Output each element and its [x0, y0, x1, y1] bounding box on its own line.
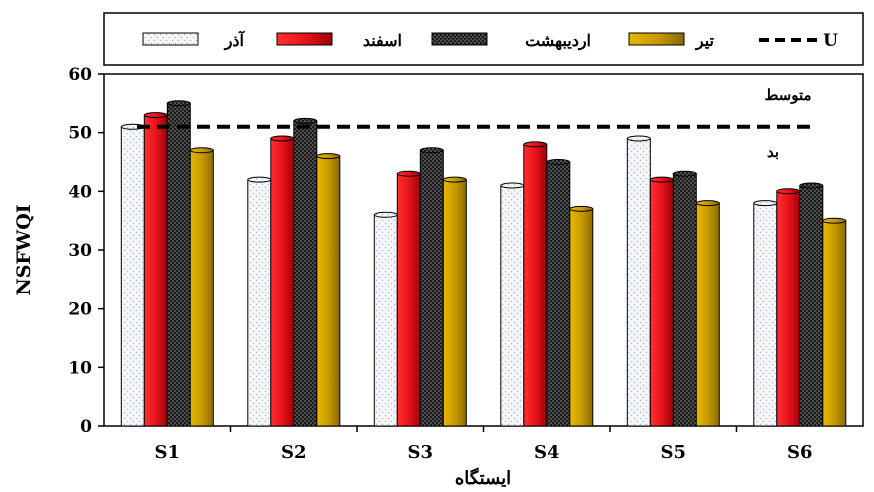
bar-cap: [695, 200, 720, 207]
legend-swatch-ordibehesht: [431, 32, 488, 46]
bar-cap: [569, 205, 594, 212]
bar-cap: [316, 153, 341, 160]
bar-cap: [189, 147, 214, 154]
bar-cap: [500, 182, 525, 189]
y-tick-label: 10: [68, 358, 92, 378]
bar-cap: [776, 188, 801, 195]
bar-s1-series-2: [166, 102, 191, 427]
bar-s4-series-1: [523, 143, 548, 427]
x-tick-label: S1: [154, 442, 180, 463]
bar-cap: [799, 182, 824, 189]
legend-label-tir: تیر: [695, 31, 715, 51]
x-axis: S1 S2 S3 S4 S5 S6: [154, 426, 813, 463]
bar-cap: [373, 211, 398, 218]
bar-s3-series-1: [396, 173, 421, 427]
x-tick-label: S5: [660, 442, 686, 463]
x-tick-label: S4: [534, 442, 560, 463]
bar-cap: [166, 100, 191, 107]
x-tick-label: S2: [281, 442, 307, 463]
bar-cap: [546, 159, 571, 165]
bar-cap: [626, 135, 651, 142]
bar-s4-series-2: [546, 161, 571, 427]
bars-group: [120, 100, 847, 427]
bar-s6-series-0: [753, 202, 778, 427]
bar-cap: [822, 217, 847, 224]
bar-s5-series-3: [695, 202, 720, 427]
y-tick-label: 50: [68, 124, 92, 144]
bar-s2-series-1: [270, 138, 295, 427]
bar-cap: [143, 112, 168, 119]
bar-s4-series-3: [569, 208, 594, 427]
x-tick-label: S6: [787, 442, 813, 463]
bar-cap: [753, 200, 778, 207]
bar-s6-series-1: [776, 190, 801, 427]
legend-item-tir: تیر: [628, 31, 715, 51]
bar-cap: [247, 176, 272, 183]
y-axis-title: NSFWQI: [13, 204, 35, 295]
bar-s2-series-3: [316, 155, 341, 427]
legend-swatch-tir: [628, 32, 685, 46]
y-tick-label: 0: [80, 417, 92, 437]
legend-label-azar: آذر: [224, 29, 246, 51]
bar-s5-series-2: [672, 173, 697, 427]
bar-s6-series-3: [822, 220, 847, 427]
legend-item-azar: آذر: [142, 29, 246, 51]
bar-cap: [293, 117, 318, 124]
bar-cap: [649, 176, 674, 183]
bar-s1-series-3: [189, 149, 214, 427]
legend: U تیر اردیبهشت اسفند آذر: [103, 12, 864, 66]
legend-label-u: U: [823, 31, 838, 51]
y-tick-label: 20: [68, 300, 92, 320]
y-tick-label: 40: [68, 182, 92, 202]
bar-s3-series-0: [373, 214, 398, 427]
annotation-bad: بد: [767, 143, 779, 161]
x-axis-title: ایستگاه: [455, 467, 511, 489]
legend-item-esfand: اسفند: [276, 31, 402, 50]
plot-area: 0 10 20 30 40 50 60 S1 S2 S3 S4 S5 S6: [68, 65, 864, 463]
bar-cap: [419, 147, 444, 154]
x-tick-label: S3: [407, 442, 433, 463]
y-tick-label: 30: [68, 241, 92, 261]
bar-s3-series-2: [419, 149, 444, 427]
bar-s1-series-1: [143, 114, 168, 427]
legend-swatch-azar: [142, 32, 199, 46]
bar-cap: [270, 135, 295, 142]
bar-cap: [396, 170, 421, 177]
bar-cap: [523, 141, 548, 148]
y-tick-label: 60: [68, 65, 92, 85]
bar-s2-series-0: [247, 179, 272, 427]
legend-swatch-esfand: [276, 32, 333, 46]
bar-s2-series-2: [293, 120, 318, 427]
annotation-motavaset: متوسط: [764, 86, 811, 104]
legend-label-ordibehesht: اردیبهشت: [525, 31, 591, 51]
y-axis: 0 10 20 30 40 50 60: [68, 65, 104, 437]
bar-s4-series-0: [500, 185, 525, 427]
bar-s5-series-0: [626, 138, 651, 427]
bar-s6-series-2: [799, 185, 824, 427]
legend-label-esfand: اسفند: [363, 31, 402, 50]
legend-item-u: U: [759, 31, 838, 51]
bar-s3-series-3: [442, 179, 467, 427]
bar-s1-series-0: [120, 126, 145, 427]
bar-cap: [442, 176, 467, 183]
bar-s5-series-1: [649, 179, 674, 427]
bar-cap: [672, 170, 697, 177]
legend-item-ordibehesht: اردیبهشت: [431, 31, 591, 51]
